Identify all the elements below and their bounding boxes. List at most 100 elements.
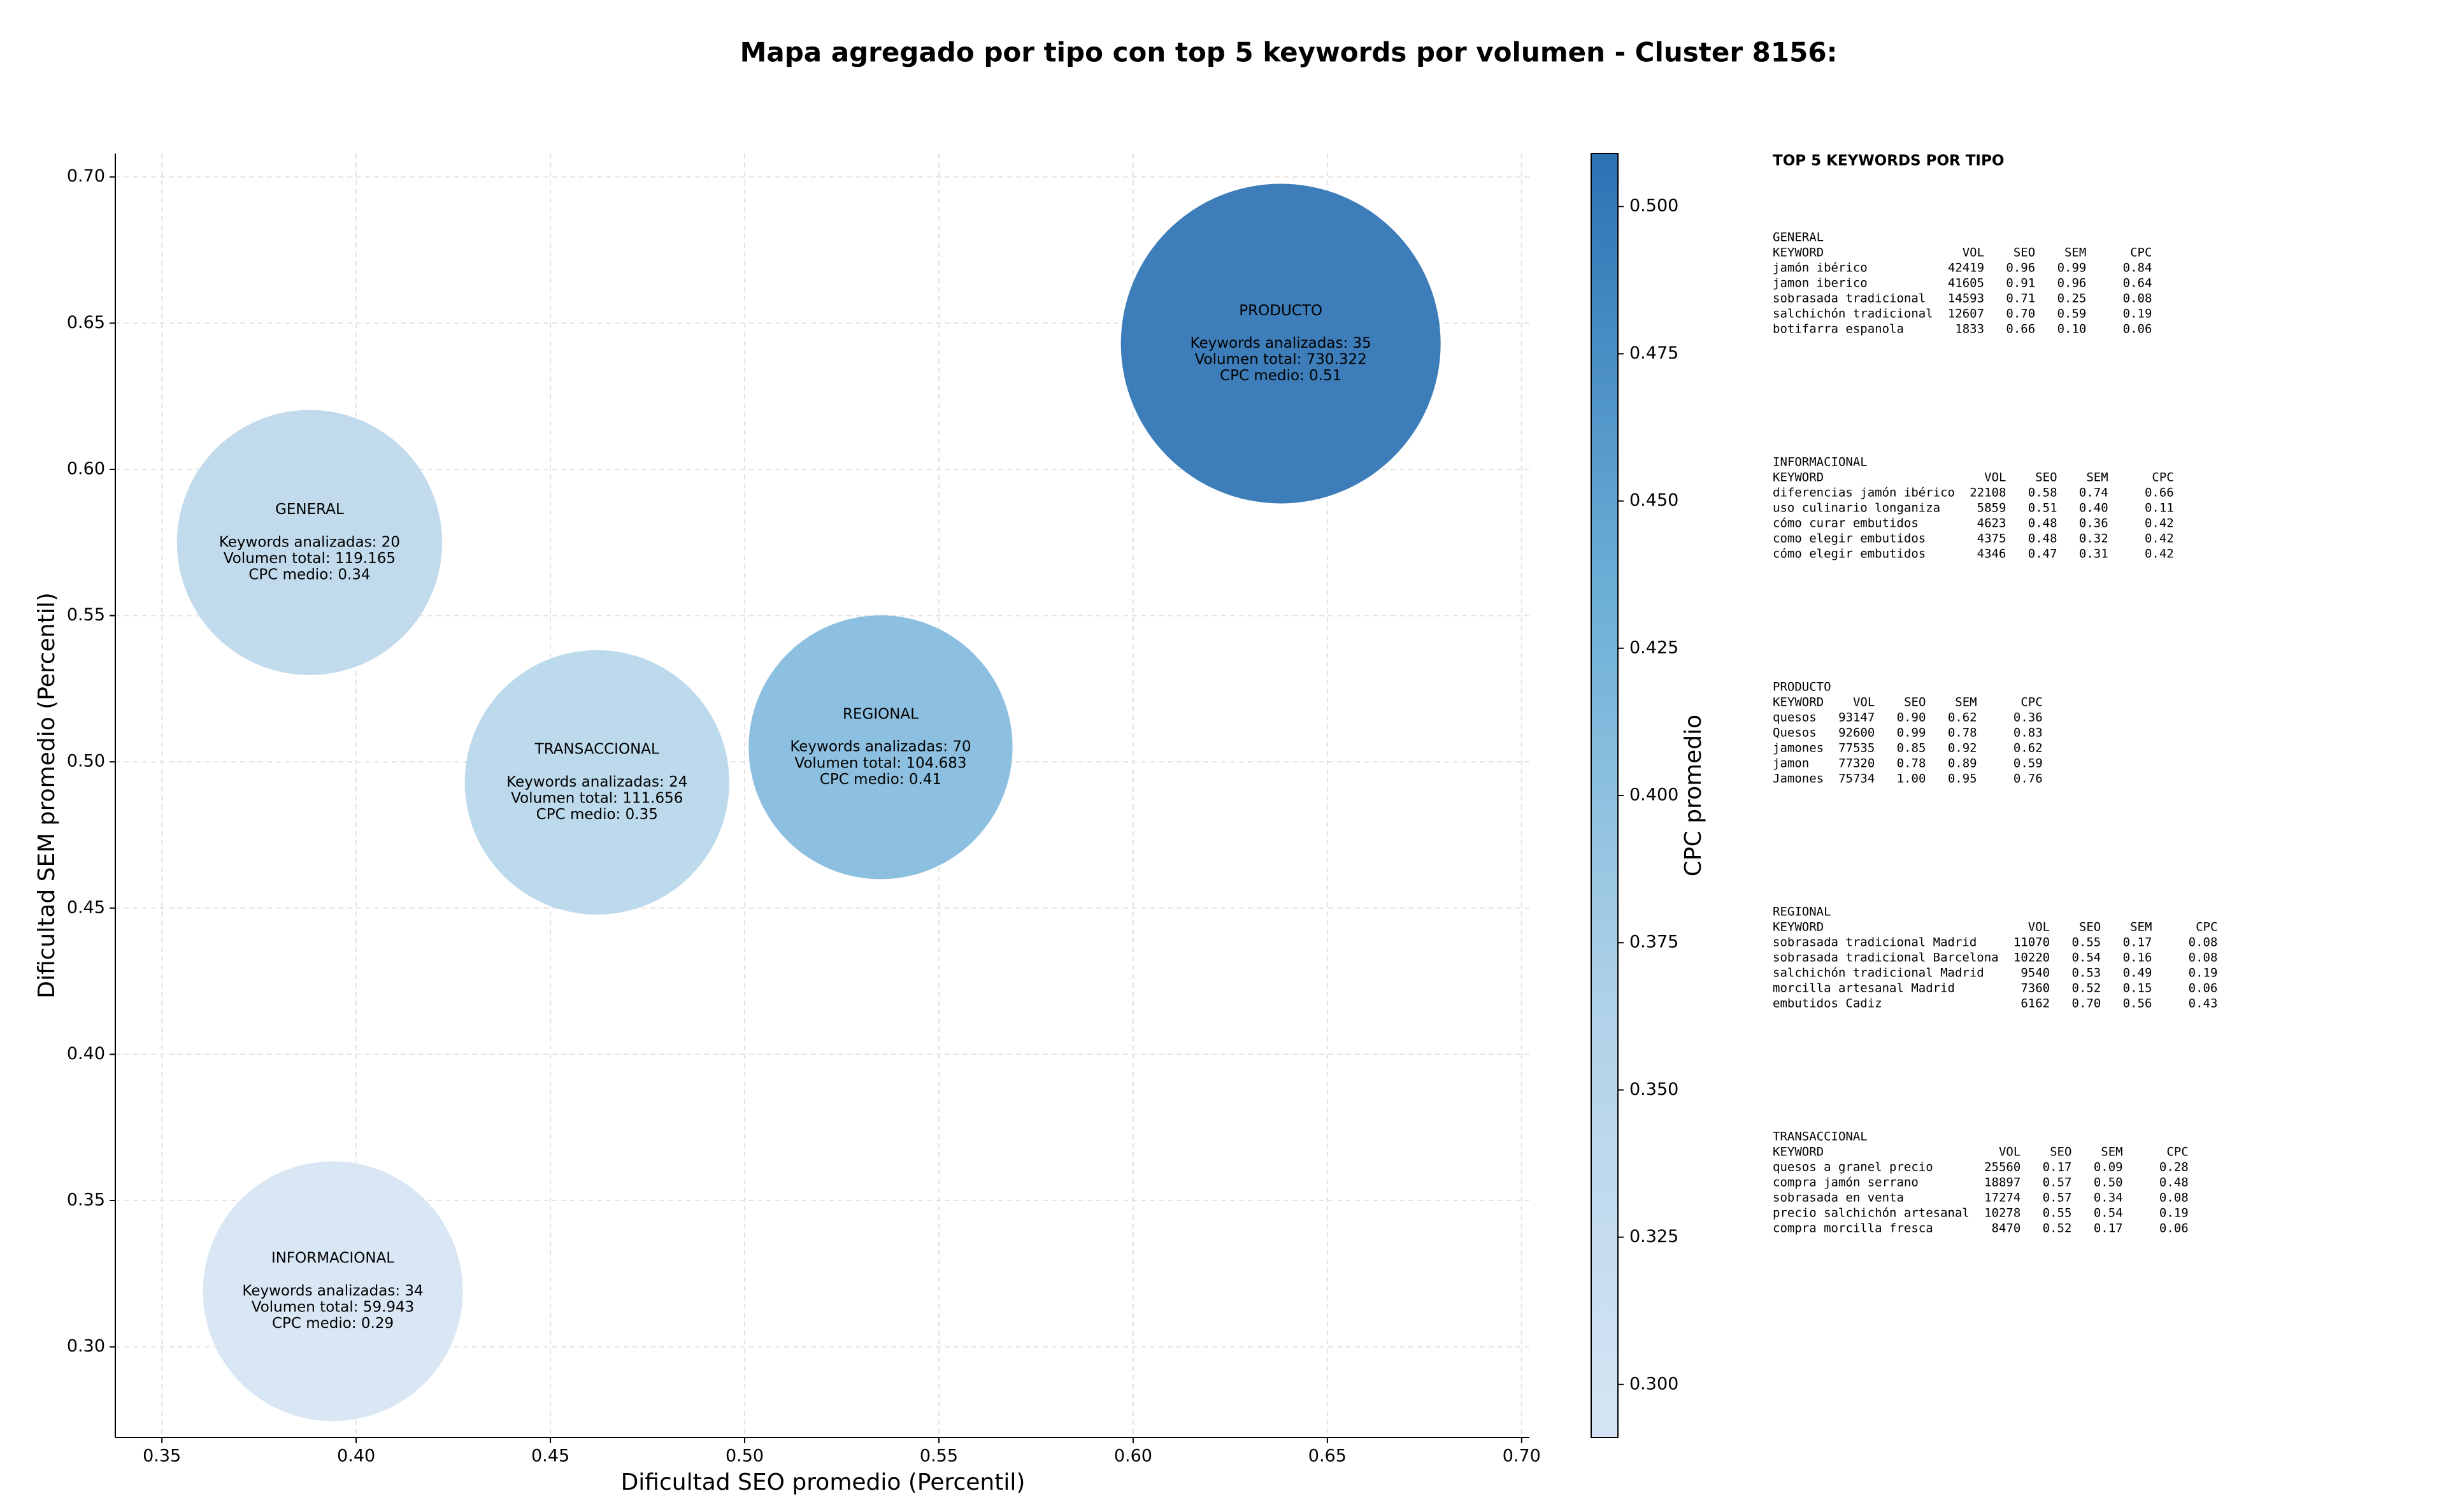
table-header: CPC <box>2152 471 2173 485</box>
table-cell: salchichón tradicional Madrid <box>1773 966 1984 980</box>
table-header: KEYWORD <box>1773 1145 1824 1159</box>
table-cell: 0.95 <box>1948 772 1977 786</box>
table-cell: 0.71 <box>2006 292 2035 306</box>
table-cell: 0.92 <box>1948 741 1977 755</box>
table-cell: sobrasada en venta <box>1773 1191 1904 1205</box>
table-cell: 0.36 <box>2079 517 2108 531</box>
table-header: KEYWORD <box>1773 246 1824 260</box>
table-cell: 18897 <box>1984 1176 2020 1190</box>
bubble-annotation: Volumen total: 59.943 <box>252 1299 415 1315</box>
table-cell: 0.78 <box>1948 726 1977 740</box>
bubble-annotation: CPC medio: 0.41 <box>820 771 941 788</box>
table-cell: precio salchichón artesanal <box>1773 1206 1970 1220</box>
table-cell: 0.15 <box>2123 981 2152 995</box>
table-cell: 0.34 <box>2094 1191 2123 1205</box>
table-cell: 0.42 <box>2145 547 2174 561</box>
table-cell: 22108 <box>1970 486 2006 500</box>
bubble <box>748 615 1013 880</box>
table-cell: Quesos <box>1773 726 1817 740</box>
table-header: VOL <box>1853 695 1875 710</box>
x-tick-label: 0.55 <box>920 1446 958 1466</box>
x-tick-label: 0.65 <box>1308 1446 1347 1466</box>
table-cell: 25560 <box>1984 1160 2020 1174</box>
table-cell: 0.85 <box>1897 741 1926 755</box>
table-cell: 0.70 <box>2006 307 2035 321</box>
table-cell: 0.54 <box>2094 1206 2123 1220</box>
table-cell: 0.36 <box>2013 711 2043 725</box>
table-cell: 0.42 <box>2145 517 2174 531</box>
table-cell: 0.08 <box>2123 292 2152 306</box>
bubble-annotation: Keywords analizadas: 35 <box>1191 335 1371 352</box>
table-cell: 0.48 <box>2028 517 2057 531</box>
table-cell: 0.48 <box>2028 532 2057 546</box>
y-axis-label: Dificultad SEM promedio (Percentil) <box>34 592 60 999</box>
bubble-annotation: CPC medio: 0.34 <box>248 566 370 583</box>
table-header: CPC <box>2020 695 2042 710</box>
table-cell: 14593 <box>1948 292 1984 306</box>
table-cell: jamón ibérico <box>1773 261 1868 275</box>
table-cell: jamon iberico <box>1773 276 1868 290</box>
table-cell: 10220 <box>2013 951 2050 965</box>
table-cell: morcilla artesanal Madrid <box>1773 981 1955 995</box>
bubble-annotation: Keywords analizadas: 70 <box>790 739 971 755</box>
table-cell: botifarra espanola <box>1773 322 1904 336</box>
table-cell: 0.52 <box>2071 981 2101 995</box>
table-cell: quesos <box>1773 711 1817 725</box>
table-cell: 11070 <box>2013 936 2050 950</box>
table-cell: 1.00 <box>1897 772 1926 786</box>
bubble-annotation: CPC medio: 0.35 <box>536 806 658 823</box>
table-cell: 0.78 <box>1897 757 1926 771</box>
bubble-name: PRODUCTO <box>1239 303 1322 319</box>
table-cell: 4375 <box>1977 532 2006 546</box>
colorbar-label: CPC promedio <box>1680 715 1706 876</box>
bubble <box>1120 183 1441 504</box>
table-cell: jamon <box>1773 757 1809 771</box>
table-cell: 9540 <box>2020 966 2050 980</box>
table-cell: 0.11 <box>2145 501 2174 515</box>
table-cell: 0.42 <box>2145 532 2174 546</box>
bubble-annotation: Keywords analizadas: 24 <box>506 774 687 790</box>
bubble-annotation: Volumen total: 730.322 <box>1195 352 1367 368</box>
table-header: SEO <box>1904 695 1926 710</box>
table-cell: cómo elegir embutidos <box>1773 547 1926 561</box>
bubble <box>176 410 443 675</box>
x-tick-label: 0.35 <box>143 1446 181 1466</box>
colorbar-tick-label: 0.425 <box>1629 638 1678 657</box>
table-cell: 41605 <box>1948 276 1984 290</box>
table-cell: 0.59 <box>2013 757 2043 771</box>
y-tick-label: 0.65 <box>67 313 105 332</box>
colorbar-tick-label: 0.350 <box>1629 1080 1678 1099</box>
table-cell: 0.76 <box>2013 772 2043 786</box>
x-axis-label: Dificultad SEO promedio (Percentil) <box>621 1469 1026 1495</box>
colorbar-tick-label: 0.500 <box>1629 196 1678 216</box>
table-cell: 0.40 <box>2079 501 2108 515</box>
bubble-name: TRANSACCIONAL <box>534 741 659 758</box>
table-header: VOL <box>1984 471 2006 485</box>
table-cell: 0.06 <box>2189 981 2218 995</box>
table-cell: cómo curar embutidos <box>1773 517 1919 531</box>
colorbar-tick-label: 0.325 <box>1629 1227 1678 1246</box>
table-cell: 0.89 <box>1948 757 1977 771</box>
table-cell: 0.70 <box>2071 997 2101 1011</box>
table-cell: como elegir embutidos <box>1773 532 1926 546</box>
table-cell: 10278 <box>1984 1206 2020 1220</box>
table-cell: 0.66 <box>2006 322 2035 336</box>
table-header: SEM <box>2130 920 2152 934</box>
table-cell: diferencias jamón ibérico <box>1773 486 1955 500</box>
y-tick-label: 0.40 <box>67 1044 105 1064</box>
table-cell: 0.19 <box>2189 966 2218 980</box>
table-header: CPC <box>2130 246 2152 260</box>
table-cell: 0.08 <box>2189 951 2218 965</box>
table-cell: 0.43 <box>2189 997 2218 1011</box>
table-header: SEO <box>2035 471 2057 485</box>
table-cell: sobrasada tradicional Barcelona <box>1773 951 1999 965</box>
table-cell: 0.17 <box>2123 936 2152 950</box>
y-tick-label: 0.70 <box>67 166 105 186</box>
bubble-annotation: Volumen total: 119.165 <box>224 550 396 567</box>
table-cell: 7360 <box>2020 981 2050 995</box>
table-cell: 0.64 <box>2123 276 2152 290</box>
table-header: SEM <box>2086 471 2108 485</box>
table-cell: 0.17 <box>2094 1222 2123 1236</box>
table-cell: 0.31 <box>2079 547 2108 561</box>
table-cell: Jamones <box>1773 772 1824 786</box>
